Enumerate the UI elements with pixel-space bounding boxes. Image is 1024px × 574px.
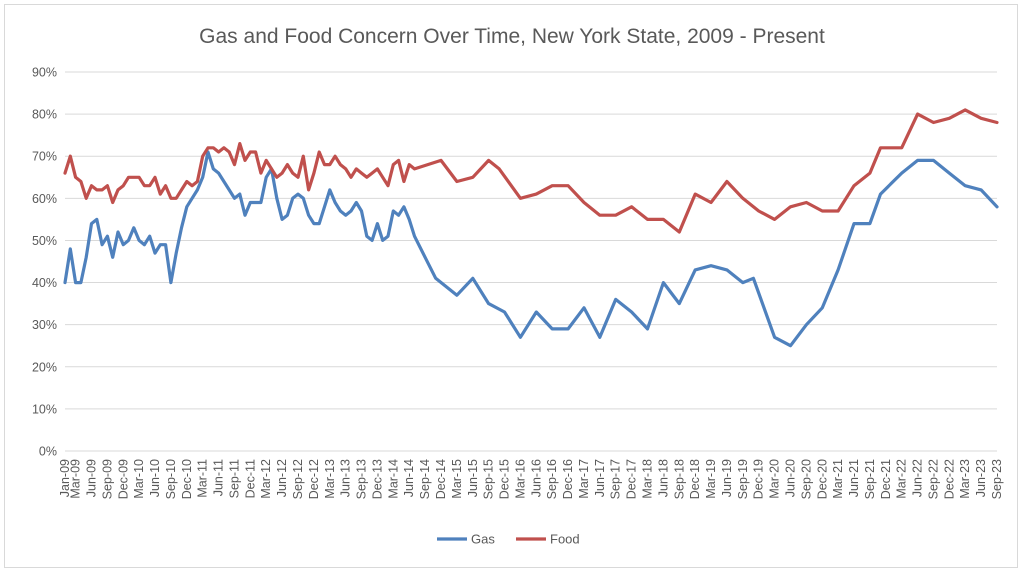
x-tick-label: Mar-11 xyxy=(196,459,210,498)
x-tick-label: Sep-13 xyxy=(355,459,369,499)
x-tick-label: Jun-16 xyxy=(529,459,543,497)
x-tick-label: Dec-16 xyxy=(561,459,575,499)
x-tick-label: Mar-15 xyxy=(450,459,464,499)
x-tick-label: Dec-18 xyxy=(688,459,702,499)
legend-label: Food xyxy=(550,532,580,547)
x-tick-label: Jun-10 xyxy=(148,459,162,497)
x-tick-label: Mar-22 xyxy=(895,459,909,499)
legend: Gas Food xyxy=(437,532,580,547)
x-tick-label: Jun-09 xyxy=(84,459,98,497)
x-tick-label: Dec-22 xyxy=(942,459,956,499)
x-tick-label: Jun-13 xyxy=(339,459,353,497)
x-tick-label: Sep-12 xyxy=(291,459,305,499)
series-line-food xyxy=(63,108,999,234)
x-tick-label: Sep-19 xyxy=(736,459,750,499)
legend-item-food: Food xyxy=(516,532,580,547)
x-tick-label: Dec-20 xyxy=(815,459,829,499)
y-tick-label: 30% xyxy=(32,318,57,332)
x-tick-label: Sep-18 xyxy=(672,459,686,499)
x-tick-label: Dec-21 xyxy=(879,459,893,499)
x-tick-label: Jun-17 xyxy=(593,459,607,497)
x-tick-label: Sep-17 xyxy=(609,459,623,499)
series-line-gas xyxy=(63,150,999,348)
y-tick-label: 60% xyxy=(32,192,57,206)
x-tick-label: Jun-18 xyxy=(656,459,670,497)
x-tick-label: Dec-17 xyxy=(625,459,639,499)
y-tick-label: 10% xyxy=(32,402,57,416)
x-tick-label: Dec-10 xyxy=(180,459,194,499)
x-tick-label: Jun-14 xyxy=(402,459,416,497)
x-tick-label: Jun-22 xyxy=(911,459,925,497)
x-tick-label: Sep-21 xyxy=(863,459,877,499)
chart-frame xyxy=(4,4,1018,568)
y-tick-label: 80% xyxy=(32,108,57,122)
y-tick-label: 40% xyxy=(32,276,57,290)
legend-item-gas: Gas xyxy=(437,532,495,547)
x-tick-label: Sep-20 xyxy=(799,459,813,499)
x-tick-label: Sep-16 xyxy=(545,459,559,499)
x-tick-label: Dec-15 xyxy=(498,459,512,499)
x-tick-label: Dec-14 xyxy=(434,459,448,499)
chart-title: Gas and Food Concern Over Time, New York… xyxy=(199,25,825,48)
x-tick-label: Sep-14 xyxy=(418,459,432,499)
x-tick-label: Dec-13 xyxy=(370,459,384,499)
x-tick-label: Jun-23 xyxy=(974,459,988,497)
x-tick-label: Mar-12 xyxy=(259,459,273,499)
x-tick-label: Mar-13 xyxy=(323,459,337,499)
x-tick-label: Jun-20 xyxy=(783,459,797,497)
x-tick-label: Sep-11 xyxy=(227,459,241,498)
x-tick-label: Mar-10 xyxy=(132,459,146,499)
x-tick-label: Sep-10 xyxy=(164,459,178,499)
x-tick-label: Mar-21 xyxy=(831,459,845,499)
y-tick-label: 0% xyxy=(39,445,57,459)
x-tick-label: Jun-11 xyxy=(212,459,226,496)
x-tick-label: Mar-18 xyxy=(641,459,655,499)
x-tick-label: Mar-17 xyxy=(577,459,591,499)
x-tick-label: Jun-19 xyxy=(720,459,734,497)
y-tick-label: 90% xyxy=(32,66,57,80)
x-tick-label: Dec-19 xyxy=(752,459,766,499)
x-tick-label: Sep-22 xyxy=(926,459,940,499)
x-tick-label: Mar-23 xyxy=(958,459,972,499)
x-tick-label: Sep-15 xyxy=(482,459,496,499)
legend-label: Gas xyxy=(471,532,495,547)
y-axis-ticks: 0% 10% 20% 30% 40% 50% 60% 70% 80% 90% xyxy=(32,66,57,459)
x-tick-label: Dec-09 xyxy=(116,459,130,499)
x-tick-label: Dec-12 xyxy=(307,459,321,499)
y-tick-label: 20% xyxy=(32,360,57,374)
x-tick-label: Jun-12 xyxy=(275,459,289,497)
y-tick-label: 70% xyxy=(32,150,57,164)
x-tick-label: Mar-14 xyxy=(386,459,400,499)
gridlines xyxy=(65,71,997,452)
x-tick-label: Jun-21 xyxy=(847,459,861,497)
x-tick-label: Mar-09 xyxy=(69,459,83,499)
x-tick-label: Jun-15 xyxy=(466,459,480,497)
x-tick-label: Sep-23 xyxy=(990,459,1004,499)
x-tick-label: Mar-16 xyxy=(513,459,527,499)
x-tick-label: Jan-09 xyxy=(58,459,72,497)
y-tick-label: 50% xyxy=(32,234,57,248)
x-tick-label: Mar-19 xyxy=(704,459,718,499)
x-tick-label: Mar-20 xyxy=(768,459,782,499)
x-tick-label: Sep-09 xyxy=(100,459,114,499)
x-tick-label: Dec-11 xyxy=(243,459,257,498)
series-lines xyxy=(63,108,999,348)
